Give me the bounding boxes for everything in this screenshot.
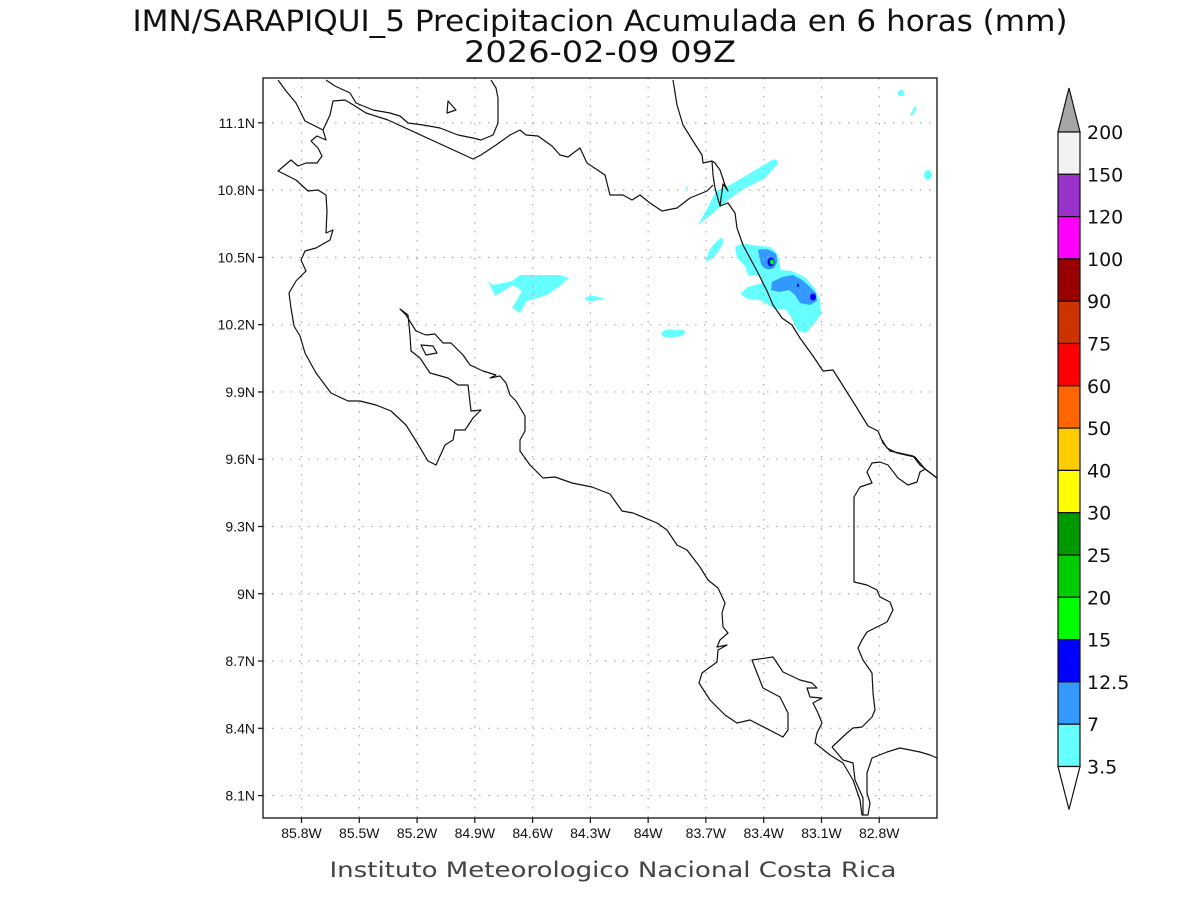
legend-swatch [1057, 385, 1081, 429]
legend-label: 25 [1087, 545, 1111, 567]
lat-tick-label: 10.8N [218, 182, 255, 198]
legend-swatch [1057, 554, 1081, 598]
lon-tick-label: 84W [634, 825, 664, 841]
panama-coastline [831, 461, 938, 748]
legend-over-triangle [1057, 87, 1081, 133]
lat-tick-label: 8.4N [225, 720, 255, 736]
map-title: IMN/SARAPIQUI_5 Precipitacion Acumulada … [133, 4, 1068, 38]
legend-label: 40 [1087, 460, 1111, 482]
lat-tick-label: 11.1N [219, 115, 255, 131]
lon-tick-label: 83.4W [743, 825, 784, 841]
lat-tick-label: 10.2N [218, 317, 255, 333]
legend-swatch [1057, 512, 1081, 556]
legend-label: 12.5 [1087, 672, 1129, 694]
lat-tick-label: 9N [237, 586, 255, 602]
gulf-of-nicoya-island [420, 344, 438, 356]
lat-tick-label: 10.5N [218, 249, 255, 265]
lon-tick-label: 84.6W [512, 825, 553, 841]
map-background [263, 78, 937, 818]
legend-swatch [1057, 216, 1081, 260]
legend-swatch [1057, 342, 1081, 387]
legend-label-bottom: 3.5 [1087, 757, 1117, 779]
axis-ticks: 85.8W 85.5W 85.2W 84.9W 84.6W 84.3W 84W 83.7W 83… [218, 115, 901, 841]
lon-tick-label: 84.3W [570, 825, 611, 841]
footer-credit: Instituto Meteorologico Nacional Costa R… [330, 858, 897, 882]
legend-swatch [1057, 131, 1081, 175]
lon-tick-label: 83.1W [801, 825, 842, 841]
color-legend: 200 150 120 100 90 75 60 50 40 30 25 20 15 12.5 7 3.5 [1057, 87, 1129, 810]
lat-tick-label: 8.1N [225, 788, 255, 804]
lake-island [446, 100, 457, 114]
precip-15-20mm [770, 259, 774, 265]
lon-tick-label: 85.2W [397, 825, 438, 841]
legend-swatch [1057, 681, 1081, 725]
legend-label: 50 [1087, 418, 1111, 440]
legend-label: 120 [1087, 207, 1123, 229]
legend-swatch [1057, 469, 1081, 514]
legend-swatch [1057, 638, 1081, 683]
legend-swatch [1057, 258, 1081, 302]
legend-label: 60 [1087, 376, 1111, 398]
pacific-coastline [277, 79, 938, 816]
legend-label: 30 [1087, 503, 1111, 525]
lake-nicaragua-shore [325, 79, 499, 141]
lat-tick-label: 8.7N [225, 653, 255, 669]
legend-label: 15 [1087, 630, 1111, 652]
legend-label: 75 [1087, 334, 1111, 356]
legend-swatch [1057, 723, 1081, 768]
legend-label: 7 [1087, 714, 1099, 736]
legend-swatch [1057, 427, 1081, 472]
lon-tick-label: 85.5W [339, 825, 380, 841]
legend-label: 20 [1087, 587, 1111, 609]
legend-label: 100 [1087, 249, 1123, 271]
legend-under-triangle [1057, 765, 1081, 810]
legend-swatch [1057, 300, 1081, 345]
map-panel: 85.8W 85.5W 85.2W 84.9W 84.6W 84.3W 84W 83.7W 83… [218, 77, 938, 841]
map-frame [262, 77, 938, 819]
legend-swatch [1057, 173, 1081, 218]
lat-tick-label: 9.9N [225, 384, 255, 400]
lon-tick-label: 82.8W [859, 825, 900, 841]
lat-tick-label: 9.6N [225, 451, 255, 467]
caribbean-coastline [672, 79, 938, 479]
nicaragua-border-river [711, 160, 721, 207]
lon-tick-label: 84.9W [455, 825, 496, 841]
graticule [263, 78, 937, 818]
lat-tick-label: 9.3N [225, 518, 255, 534]
legend-label: 90 [1087, 291, 1111, 313]
panama-border [831, 746, 864, 815]
legend-swatch [1057, 596, 1081, 641]
coastlines-and-borders [277, 79, 938, 816]
lon-tick-label: 85.8W [281, 825, 322, 841]
precipitation-field [488, 90, 932, 338]
legend-label: 200 [1087, 122, 1123, 144]
map-subtitle-datetime: 2026-02-09 09Z [464, 35, 736, 69]
lon-tick-label: 83.7W [686, 825, 727, 841]
nicaragua-border [322, 99, 714, 212]
legend-label: 150 [1087, 164, 1123, 186]
